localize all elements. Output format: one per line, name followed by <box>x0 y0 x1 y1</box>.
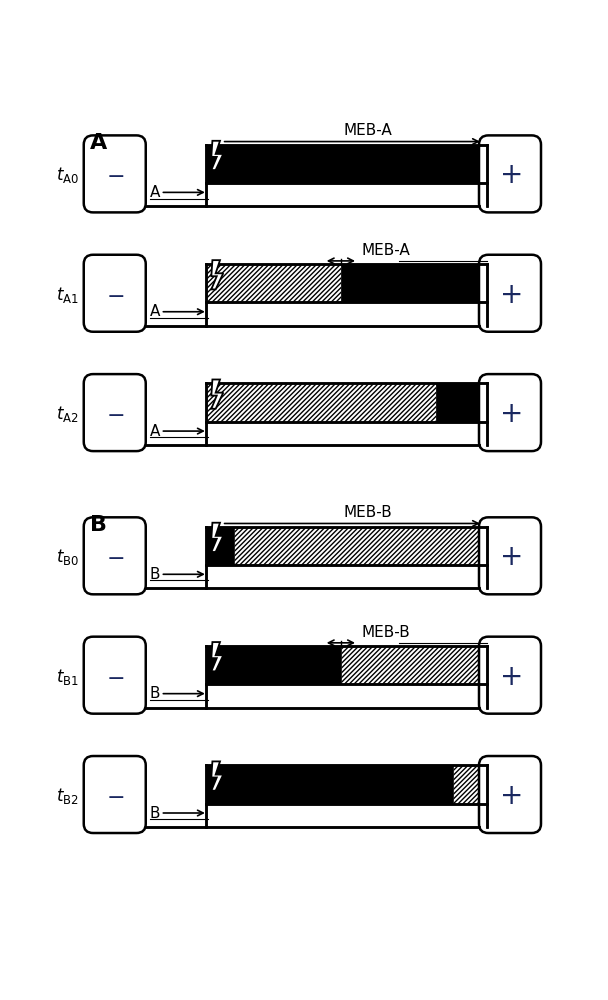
Text: A: A <box>150 304 160 319</box>
Bar <box>453 765 487 804</box>
Text: $t_{\mathrm{A2}}$: $t_{\mathrm{A2}}$ <box>57 404 79 424</box>
Polygon shape <box>212 379 223 409</box>
Text: $-$: $-$ <box>106 404 124 424</box>
Bar <box>206 646 341 684</box>
Text: $-$: $-$ <box>106 667 124 687</box>
FancyBboxPatch shape <box>84 255 146 332</box>
Text: $-$: $-$ <box>106 285 124 305</box>
Text: $-$: $-$ <box>106 786 124 806</box>
Bar <box>206 145 487 183</box>
FancyBboxPatch shape <box>479 255 541 332</box>
Polygon shape <box>212 141 223 170</box>
Bar <box>341 646 487 684</box>
Text: B: B <box>150 806 160 820</box>
FancyBboxPatch shape <box>84 374 146 451</box>
Text: MEB-B: MEB-B <box>362 625 410 640</box>
Text: A: A <box>150 424 160 439</box>
Text: $+$: $+$ <box>499 400 521 428</box>
Text: A: A <box>90 133 107 153</box>
Text: $t_{\mathrm{B1}}$: $t_{\mathrm{B1}}$ <box>56 667 79 687</box>
FancyBboxPatch shape <box>479 517 541 594</box>
Text: $-$: $-$ <box>106 547 124 567</box>
FancyBboxPatch shape <box>84 756 146 833</box>
Bar <box>206 527 234 565</box>
Text: $t_{\mathrm{A0}}$: $t_{\mathrm{A0}}$ <box>56 165 79 185</box>
FancyBboxPatch shape <box>84 517 146 594</box>
FancyBboxPatch shape <box>84 637 146 714</box>
Text: B: B <box>150 686 160 701</box>
Bar <box>206 264 341 302</box>
FancyBboxPatch shape <box>479 637 541 714</box>
Bar <box>206 383 437 422</box>
Text: MEB-B: MEB-B <box>344 505 392 520</box>
Text: $+$: $+$ <box>499 281 521 309</box>
Text: $+$: $+$ <box>499 161 521 189</box>
Polygon shape <box>212 260 223 289</box>
Text: A: A <box>150 185 160 200</box>
Text: $+$: $+$ <box>499 543 521 571</box>
Text: $-$: $-$ <box>106 165 124 185</box>
Text: $t_{\mathrm{A1}}$: $t_{\mathrm{A1}}$ <box>57 285 79 305</box>
Text: MEB-A: MEB-A <box>344 123 392 138</box>
FancyBboxPatch shape <box>479 135 541 212</box>
Text: MEB-A: MEB-A <box>362 243 410 258</box>
Text: $t_{\mathrm{B2}}$: $t_{\mathrm{B2}}$ <box>57 786 79 806</box>
Bar <box>234 527 487 565</box>
Polygon shape <box>212 642 223 671</box>
Polygon shape <box>212 523 223 552</box>
FancyBboxPatch shape <box>84 135 146 212</box>
Text: B: B <box>90 515 107 535</box>
Text: $+$: $+$ <box>499 663 521 691</box>
Text: $+$: $+$ <box>499 782 521 810</box>
Bar <box>437 383 487 422</box>
FancyBboxPatch shape <box>479 374 541 451</box>
Text: $t_{\mathrm{B0}}$: $t_{\mathrm{B0}}$ <box>56 547 79 567</box>
Text: B: B <box>150 567 160 582</box>
Bar <box>341 264 487 302</box>
Bar <box>206 765 453 804</box>
FancyBboxPatch shape <box>479 756 541 833</box>
Polygon shape <box>212 761 223 791</box>
